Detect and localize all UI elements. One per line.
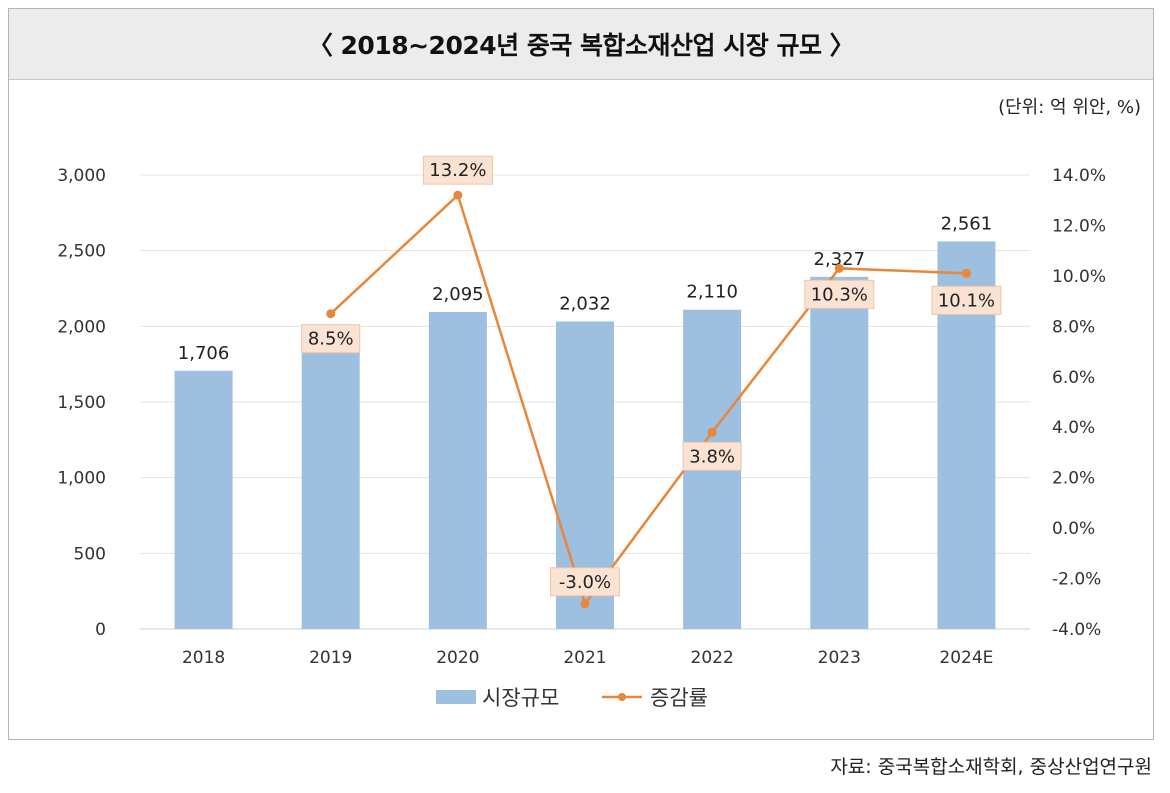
right-axis-tick-label: 10.0%	[1052, 267, 1106, 287]
growth-rate-point-2022	[707, 427, 717, 437]
left-axis-tick-label: 1,500	[57, 393, 106, 413]
line-data-label-box	[550, 567, 620, 597]
bar-2020	[428, 311, 487, 629]
right-axis-tick-label: 2.0%	[1052, 469, 1095, 489]
line-data-label: 13.2%	[429, 160, 486, 181]
growth-rate-point-2019	[326, 309, 336, 319]
chart-title-bar: 〈 2018~2024년 중국 복합소재산업 시장 규모 〉	[9, 9, 1153, 80]
line-data-label-box	[682, 441, 742, 471]
x-axis-tick-label: 2023	[818, 648, 861, 668]
left-axis-tick-label: 500	[74, 544, 106, 564]
unit-note: (단위: 억 위안, %)	[998, 97, 1141, 118]
x-axis-tick-label: 2018	[182, 648, 225, 668]
legend-bar-swatch	[436, 690, 476, 704]
left-axis-tick-label: 2,000	[57, 317, 106, 337]
right-axis-tick-label: 4.0%	[1052, 418, 1095, 438]
bar-data-label: 2,110	[686, 282, 738, 303]
line-data-label: -3.0%	[559, 572, 611, 593]
right-axis-tick-label: -4.0%	[1052, 620, 1101, 640]
bar-data-label: 2,327	[814, 249, 866, 270]
right-axis-tick-label: 8.0%	[1052, 317, 1095, 337]
growth-rate-point-2020	[453, 190, 463, 200]
line-data-label-box	[301, 324, 361, 354]
growth-rate-line	[329, 192, 967, 607]
left-axis-tick-label: 0	[95, 620, 106, 640]
x-axis-tick-label: 2022	[691, 648, 734, 668]
line-data-label: 10.3%	[811, 284, 868, 305]
legend-line-label: 증감률	[650, 686, 708, 710]
growth-rate-point-2023	[834, 263, 844, 273]
growth-rate-point-2024E	[961, 268, 971, 278]
x-axis-tick-label: 2021	[563, 648, 606, 668]
bar-data-label: 2,095	[432, 284, 484, 305]
right-axis-tick-label: 14.0%	[1052, 166, 1106, 186]
left-axis-tick-label: 1,000	[57, 469, 106, 489]
bar-2018	[174, 370, 233, 629]
right-axis-tick-label: 12.0%	[1052, 216, 1106, 236]
bar-2019	[301, 341, 360, 629]
x-axis-tick-label: 2024E	[939, 648, 993, 668]
legend-line-marker	[618, 693, 626, 701]
bar-2023	[810, 276, 869, 629]
right-axis-tick-label: 6.0%	[1052, 368, 1095, 388]
line-data-label: 3.8%	[689, 446, 735, 467]
legend-bar-label: 시장규모	[482, 686, 559, 710]
source-note: 자료: 중국복합소재학회, 중상산업연구원	[830, 756, 1152, 778]
line-data-label-box	[422, 155, 493, 185]
line-data-label: 10.1%	[938, 290, 995, 311]
x-axis-tick-label: 2020	[436, 648, 479, 668]
right-axis-tick-label: 0.0%	[1052, 519, 1095, 539]
bar-data-label: 2,032	[559, 293, 611, 314]
line-data-label: 8.5%	[308, 329, 354, 350]
line-data-label-box	[804, 279, 875, 309]
bar-data-label: 2,561	[941, 213, 993, 234]
right-axis-tick-label: -2.0%	[1052, 570, 1101, 590]
left-axis-tick-label: 3,000	[57, 166, 106, 186]
chart-title: 〈 2018~2024년 중국 복합소재산업 시장 규모 〉	[307, 31, 855, 60]
bar-data-label: 1,706	[178, 343, 230, 364]
growth-rate-point-2021	[580, 599, 590, 609]
left-axis-tick-label: 2,500	[57, 242, 106, 262]
x-axis-tick-label: 2019	[309, 648, 352, 668]
line-data-label-box	[931, 285, 1002, 315]
